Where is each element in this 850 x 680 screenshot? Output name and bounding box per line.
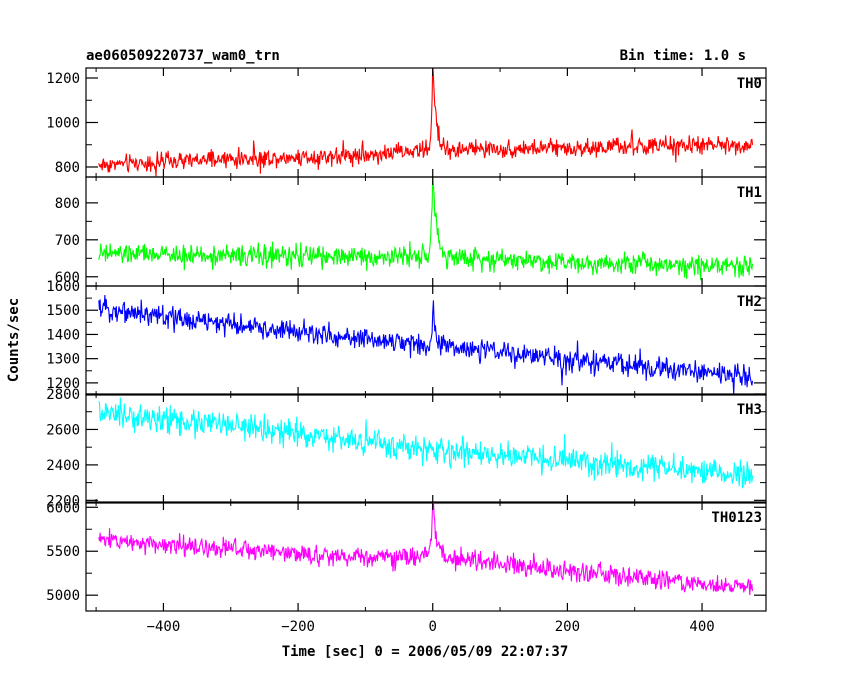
y-tick-label: 800 <box>55 196 80 212</box>
y-tick-label: 1400 <box>46 327 80 343</box>
y-tick-label: 600 <box>55 270 80 286</box>
series-line-th0 <box>98 68 754 177</box>
y-tick-label: 1300 <box>46 352 80 368</box>
x-axis-title: Time [sec] 0 = 2006/05/09 22:07:37 <box>282 644 569 660</box>
panel-label-th2: TH2 <box>737 294 762 310</box>
series-line-th0123 <box>98 502 754 596</box>
panel-th3: 2200 2400 2600 2800 TH3 <box>46 387 767 509</box>
panel-frame <box>85 393 767 504</box>
panel-label-th0: TH0 <box>737 76 762 92</box>
y-tick-label: 800 <box>55 160 80 176</box>
y-tick-label: 2400 <box>46 458 80 474</box>
y-tick-label: 6000 <box>46 500 80 516</box>
x-tick-label: 0 <box>429 619 437 635</box>
series-line-th2 <box>98 294 754 395</box>
panel-frame <box>85 501 767 612</box>
y-tick-label: 1500 <box>46 303 80 319</box>
panel-label-th0123: TH0123 <box>711 510 762 526</box>
chart-title: ae060509220737_wam0_trn <box>86 48 280 64</box>
panel-th0123: 5000 5500 6000 TH0123 −400 −200 0 200 400 <box>46 500 767 635</box>
panel-frame <box>85 285 767 396</box>
panel-th2: 1200 1300 1400 1500 1600 TH2 <box>46 279 767 396</box>
y-tick-label: 1200 <box>46 71 80 87</box>
panels-group: 800 1000 1200 TH0 600 700 800 TH1 1200 1300 1400 15… <box>46 67 767 635</box>
y-tick-label: 1200 <box>46 376 80 392</box>
y-axis-title: Counts/sec <box>6 298 22 382</box>
x-tick-label: 400 <box>689 619 714 635</box>
y-tick-label: 1600 <box>46 279 80 295</box>
y-tick-label: 2800 <box>46 387 80 403</box>
y-tick-label: 5500 <box>46 544 80 560</box>
panel-label-th1: TH1 <box>737 185 762 201</box>
y-tick-label: 2200 <box>46 493 80 509</box>
x-tick-label: −200 <box>281 619 315 635</box>
bin-time-label: Bin time: 1.0 s <box>620 48 746 64</box>
y-tick-label: 5000 <box>46 588 80 604</box>
y-tick-label: 700 <box>55 233 80 249</box>
panel-label-th3: TH3 <box>737 402 762 418</box>
y-tick-label: 2600 <box>46 422 80 438</box>
x-tick-label: 200 <box>555 619 580 635</box>
series-line-th3 <box>98 397 754 489</box>
series-line-th1 <box>98 178 754 281</box>
x-tick-label: −400 <box>147 619 181 635</box>
y-tick-label: 1000 <box>46 116 80 132</box>
